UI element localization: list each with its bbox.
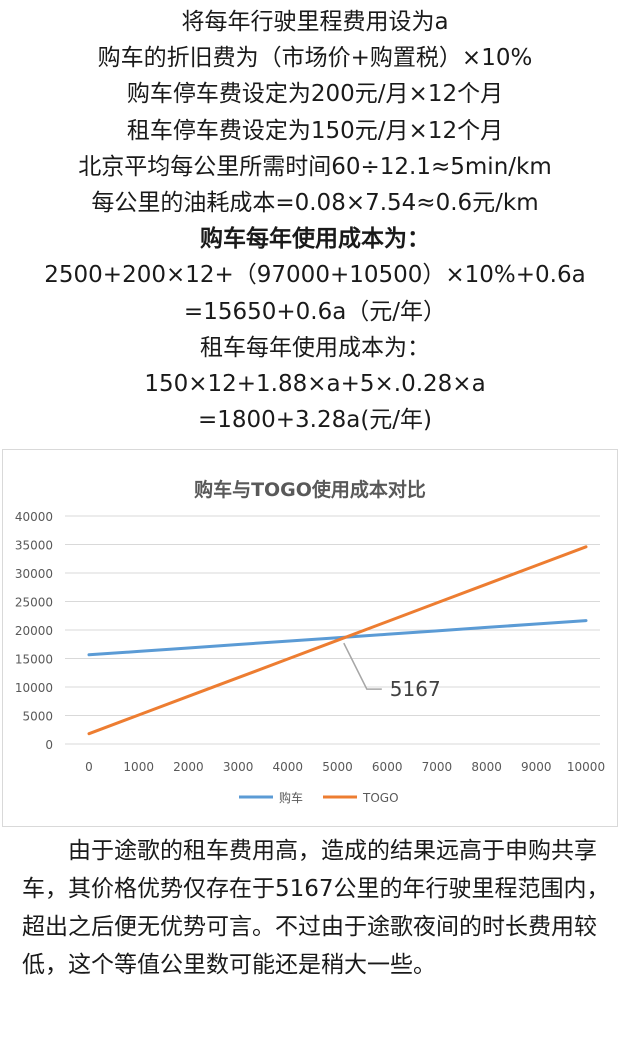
formula-heading: 购车每年使用成本为： <box>200 226 430 253</box>
x-tick-label: 7000 <box>422 760 453 774</box>
conclusion-text: 由于途歌的租车费用高，造成的结果远高于申购共享车，其价格优势仅存在于5167公里… <box>22 838 610 978</box>
formula-line: 2500+200×12+（97000+10500）×10%+0.6a <box>44 262 586 289</box>
x-tick-label: 6000 <box>372 760 403 774</box>
legend-label: 购车 <box>279 790 303 805</box>
x-tick-label: 9000 <box>521 760 552 774</box>
formula-block: 将每年行驶里程费用设为a 购车的折旧费为（市场价+购置税）×10% 购车停车费设… <box>0 4 630 438</box>
x-tick-label: 1000 <box>123 760 154 774</box>
formula-line: =1800+3.28a(元/年) <box>197 407 433 434</box>
legend-label: TOGO <box>362 791 399 805</box>
formula-line: 每公里的油耗成本=0.08×7.54≈0.6元/km <box>91 190 539 217</box>
x-tick-label: 0 <box>85 760 93 774</box>
x-tick-label: 2000 <box>173 760 204 774</box>
chart-container: 购车与TOGO使用成本对比 0 5000 10000 15000 20000 25000 3… <box>2 449 618 827</box>
x-tick-label: 3000 <box>223 760 254 774</box>
y-tick-label: 10000 <box>15 681 53 695</box>
cost-comparison-chart: 购车与TOGO使用成本对比 05000100001500020000250003… <box>15 478 605 805</box>
y-tick-label: 25000 <box>15 596 53 610</box>
y-tick-label: 40000 <box>15 510 53 524</box>
formula-line: 北京平均每公里所需时间60÷12.1≈5min/km <box>78 153 552 180</box>
y-tick-label: 35000 <box>15 539 53 553</box>
x-tick-label: 8000 <box>471 760 502 774</box>
formula-heading: 租车每年使用成本为： <box>200 334 430 361</box>
annotation-leader-line <box>343 642 382 690</box>
y-tick-label: 5000 <box>22 710 53 724</box>
series-line-2 <box>87 545 588 736</box>
series-line-1 <box>87 619 588 657</box>
x-tick-label: 5000 <box>322 760 353 774</box>
x-tick-label: 4000 <box>273 760 304 774</box>
annotation-label: 5167 <box>390 677 441 701</box>
formula-line: 将每年行驶里程费用设为a <box>181 9 449 35</box>
y-tick-label: 15000 <box>15 653 53 667</box>
y-tick-label: 0 <box>45 738 53 752</box>
formula-line: =15650+0.6a（元/年） <box>183 298 447 325</box>
conclusion-paragraph: 由于途歌的租车费用高，造成的结果远高于申购共享车，其价格优势仅存在于5167公里… <box>22 832 612 984</box>
chart-title: 购车与TOGO使用成本对比 <box>194 478 426 501</box>
x-tick-label: 10000 <box>567 760 605 774</box>
formula-line: 150×12+1.88×a+5×.0.28×a <box>144 371 486 398</box>
formula-line: 租车停车费设定为150元/月×12个月 <box>126 117 504 144</box>
y-tick-label: 30000 <box>15 567 53 581</box>
y-tick-label: 20000 <box>15 624 53 638</box>
formula-line: 购车停车费设定为200元/月×12个月 <box>126 81 504 108</box>
formula-line: 购车的折旧费为（市场价+购置税）×10% <box>97 45 533 72</box>
